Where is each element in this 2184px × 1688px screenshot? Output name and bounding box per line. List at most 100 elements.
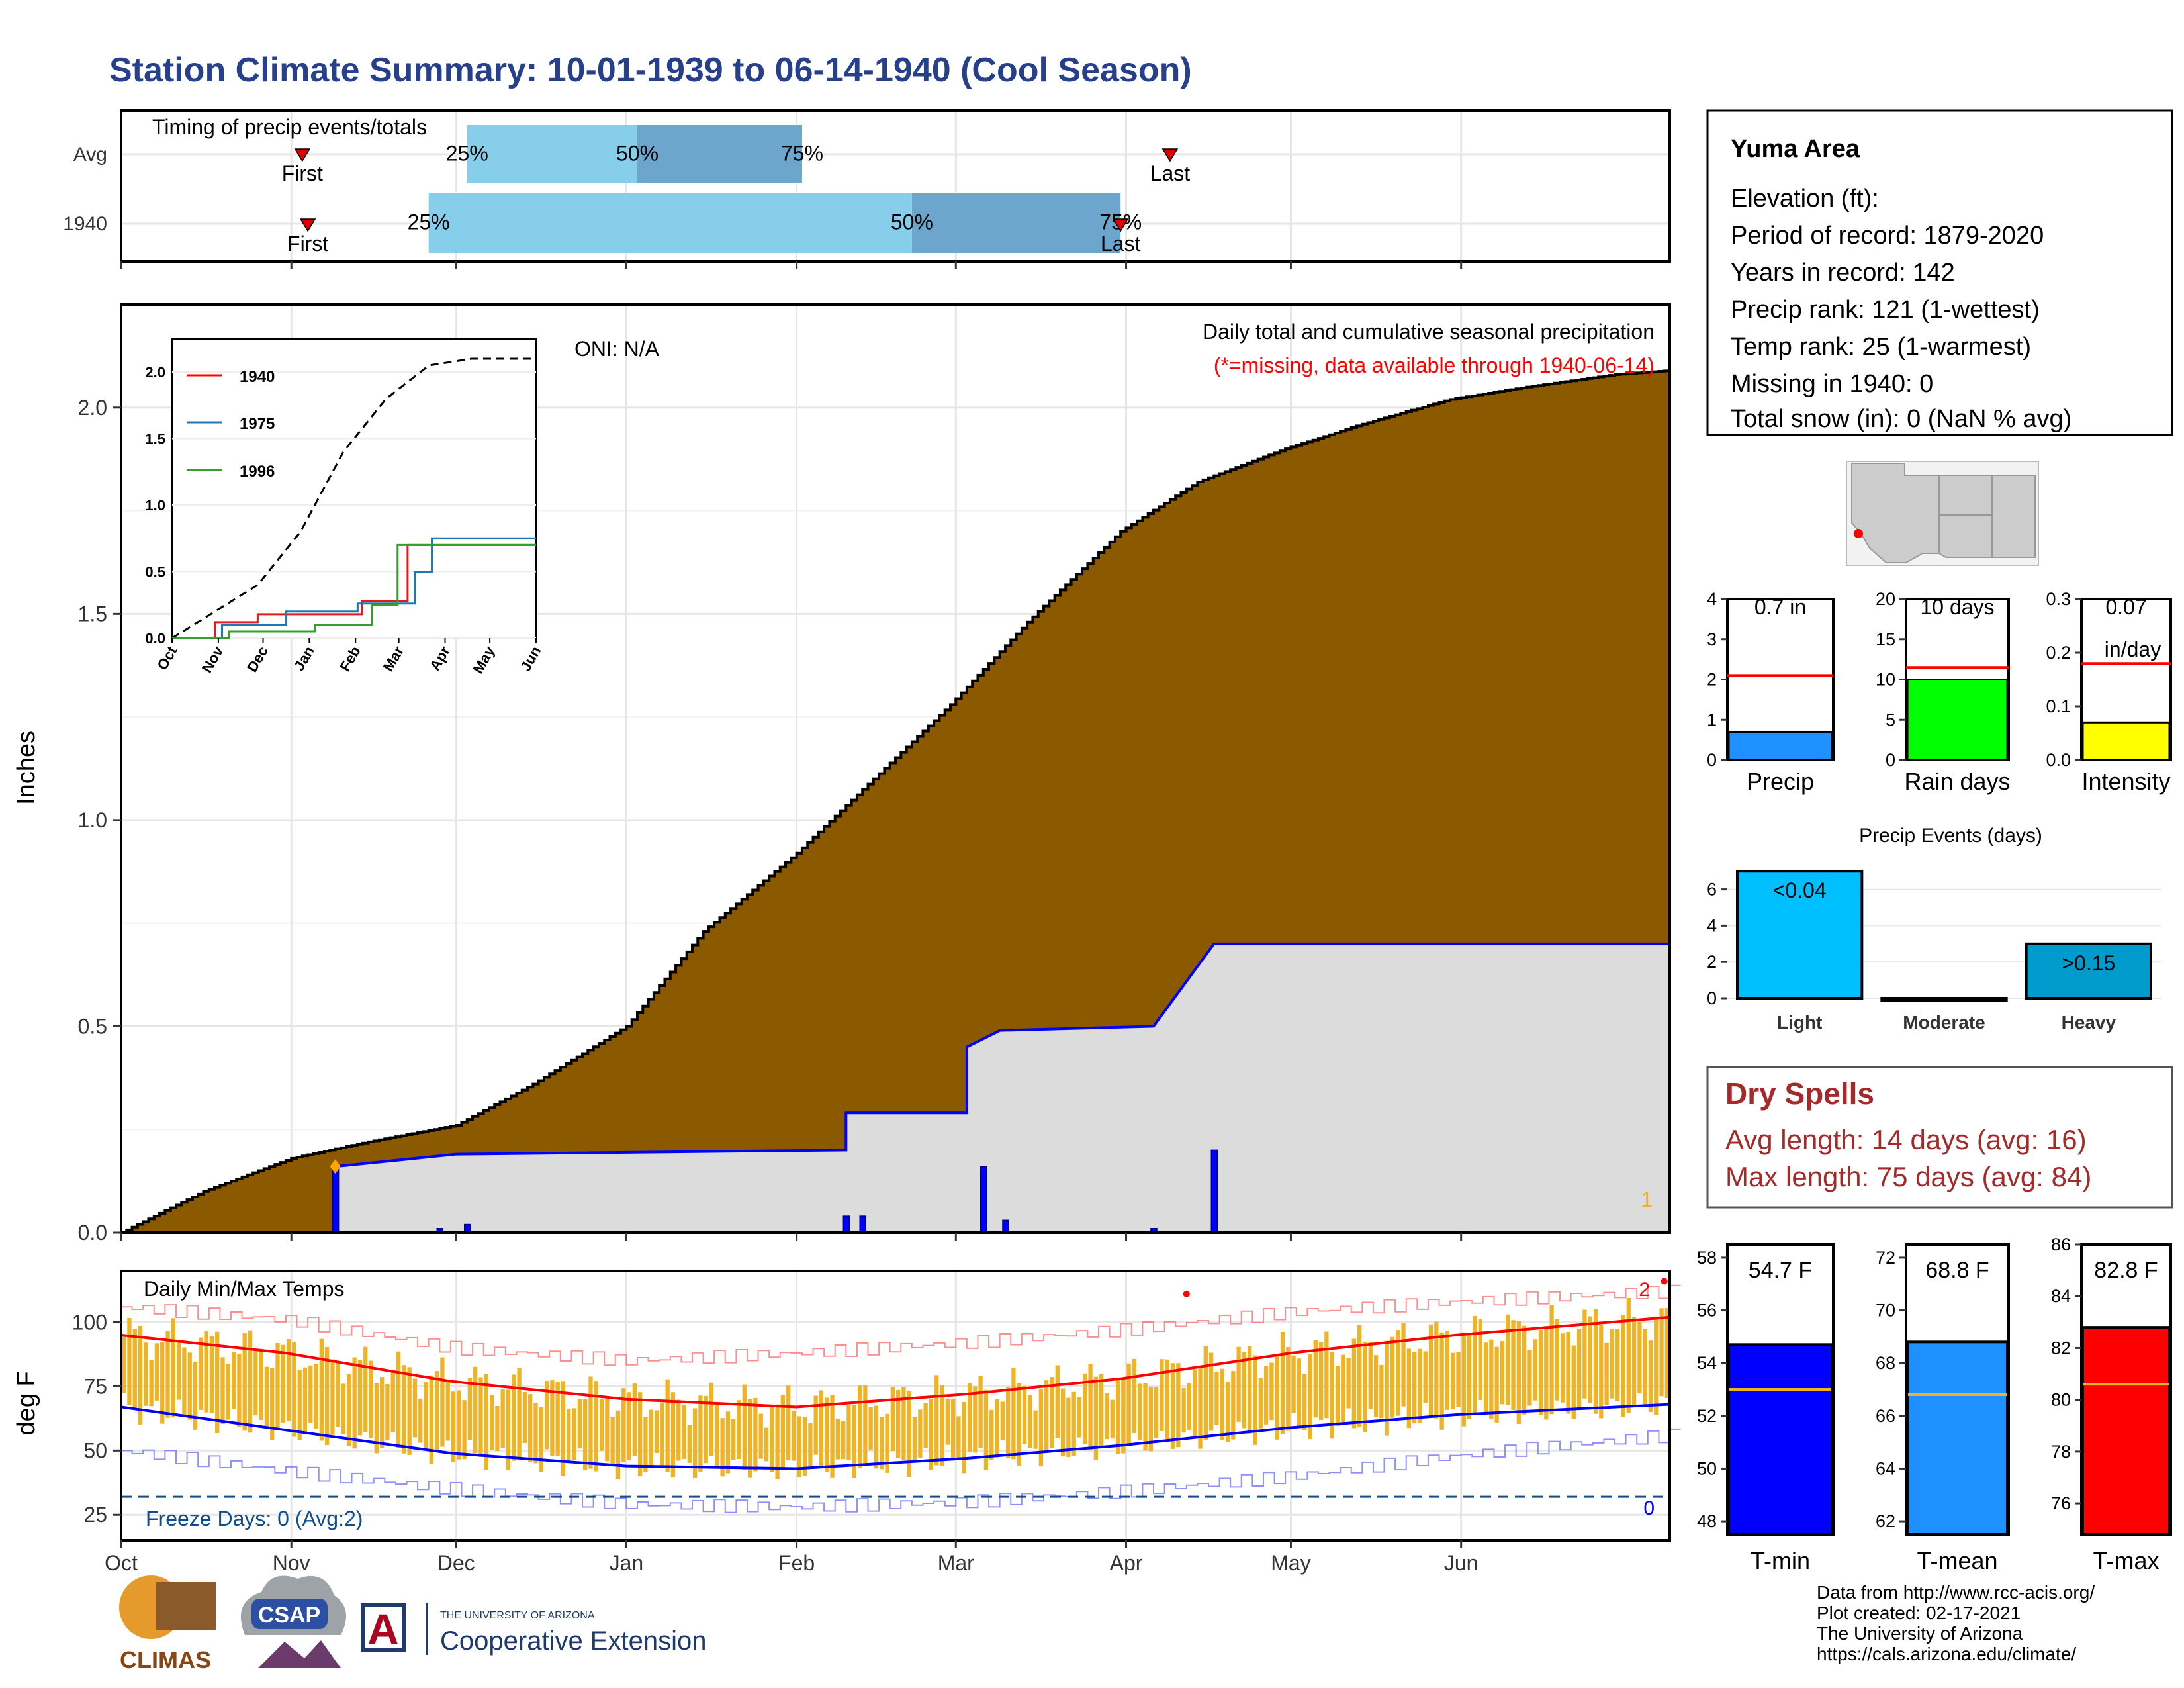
- daily-temp-bar: [1115, 1378, 1120, 1454]
- daily-temp-bar: [1148, 1387, 1153, 1452]
- daily-temp-bar: [1000, 1401, 1005, 1441]
- daily-precip-bar-3: [842, 1215, 850, 1233]
- month-label-Oct: Oct: [105, 1551, 138, 1575]
- daily-temp-bar: [264, 1366, 269, 1427]
- daily-temp-bar: [605, 1399, 610, 1462]
- daily-temp-bar: [1368, 1342, 1373, 1409]
- temp-summary-tick-label-T-mean-72: 72: [1876, 1248, 1895, 1268]
- events-category-Light: Light: [1777, 1012, 1822, 1033]
- daily-temp-bar: [1412, 1352, 1417, 1424]
- daily-temp-bar: [1253, 1355, 1257, 1445]
- daily-temp-bar: [775, 1404, 780, 1480]
- summary-tick-label-Precip-0: 0: [1707, 750, 1717, 770]
- timing-last-label-1940: Last: [1101, 232, 1141, 256]
- daily-temp-bar: [1335, 1366, 1340, 1427]
- daily-temp-bar: [1379, 1364, 1384, 1419]
- daily-temp-bar: [1154, 1387, 1159, 1438]
- summary-label-Intensity: Intensity: [2081, 768, 2170, 795]
- season-cumulative-area: [121, 943, 1670, 1233]
- daily-temp-bar: [451, 1391, 456, 1462]
- daily-temp-bar: [802, 1417, 807, 1476]
- daily-temp-bar: [209, 1336, 214, 1413]
- daily-temp-bar: [1220, 1368, 1224, 1440]
- daily-temp-bar: [1401, 1323, 1406, 1407]
- record-marker-1: [1661, 1278, 1668, 1285]
- temp-summary-bars: 48 50 52 54 56 58 54.7 F T-min 62 64 66 68 70 72 68.8 …: [1697, 1235, 2172, 1574]
- daily-temp-bar: [567, 1408, 571, 1462]
- summary-tick-label-Intensity-0.2: 0.2: [2046, 643, 2071, 663]
- daily-temp-bar: [1561, 1333, 1565, 1403]
- daily-temp-bar: [1664, 1308, 1669, 1399]
- daily-temp-bar: [347, 1374, 351, 1446]
- timing-p25-1940: 25%: [408, 211, 450, 234]
- temp-panel: 25 50 75 100 deg F Daily Min/Max Temps Free…: [13, 1270, 1681, 1575]
- daily-temp-bar: [1028, 1395, 1032, 1448]
- daily-temp-bar: [1297, 1358, 1302, 1428]
- daily-precip-bar-5: [980, 1166, 987, 1233]
- ua-logo-large: Cooperative Extension: [440, 1626, 706, 1656]
- daily-temp-bar: [407, 1367, 412, 1455]
- daily-temp-bar: [171, 1318, 175, 1418]
- inset-ytick-label-0.5: 0.5: [145, 564, 165, 581]
- timing-title: Timing of precip events/totals: [152, 115, 427, 139]
- daily-temp-bar: [1341, 1354, 1345, 1423]
- daily-temp-bar: [1522, 1325, 1527, 1415]
- summary-tick-label-Precip-2: 2: [1707, 670, 1717, 690]
- daily-temp-bar: [275, 1343, 280, 1430]
- daily-temp-bar: [577, 1399, 582, 1449]
- normal-max-line: [120, 1315, 1670, 1409]
- record-min-line: [121, 1428, 1681, 1513]
- precip-panel-title: Daily total and cumulative seasonal prec…: [1203, 320, 1655, 344]
- daily-temp-bar: [1593, 1309, 1598, 1414]
- timing-first-marker-Avg: [294, 148, 311, 162]
- dry-spells-title: Dry Spells: [1725, 1076, 1874, 1111]
- daily-precip-bar-6: [1002, 1219, 1009, 1233]
- climas-logo-block: [156, 1582, 216, 1630]
- daily-temp-bar: [1318, 1342, 1324, 1421]
- daily-temp-bar: [786, 1385, 791, 1461]
- daily-temp-bar: [808, 1422, 813, 1469]
- daily-temp-bar: [610, 1417, 615, 1466]
- timing-p25-Avg: 25%: [446, 142, 488, 165]
- timing-last-marker-Avg: [1161, 148, 1179, 162]
- corner-value: 1: [1641, 1188, 1653, 1211]
- footer-university: The University of Arizona: [1817, 1623, 2023, 1644]
- daily-temp-bar: [489, 1395, 494, 1450]
- daily-temp-bar: [457, 1390, 461, 1460]
- inset-frame: [171, 338, 537, 639]
- daily-temp-bar: [638, 1392, 643, 1477]
- station-line-period: Period of record: 1879-2020: [1731, 222, 2044, 250]
- daily-temp-bar: [1208, 1352, 1214, 1431]
- summary-tick-label-Rain days-15: 15: [1876, 630, 1895, 649]
- daily-temp-bar: [1093, 1376, 1099, 1460]
- precip-ytick-label-2.0: 2.0: [78, 396, 107, 420]
- daily-temp-bar: [199, 1337, 203, 1410]
- month-label-Nov: Nov: [273, 1551, 310, 1575]
- daily-temp-bar: [478, 1377, 483, 1457]
- precip-ytick-label-1.0: 1.0: [78, 808, 107, 832]
- daily-temp-bar: [1214, 1371, 1219, 1425]
- temp-summary-bar-T-min: [1727, 1343, 1833, 1536]
- daily-temp-bar: [1017, 1383, 1021, 1466]
- daily-temp-bar: [1286, 1347, 1291, 1431]
- events-bar-Light: [1736, 870, 1864, 1000]
- daily-temp-bar: [302, 1367, 308, 1434]
- daily-temp-bar: [385, 1384, 390, 1441]
- daily-temp-bar: [396, 1351, 401, 1448]
- inset-ytick-label-2.0: 2.0: [145, 364, 165, 381]
- daily-temp-bar: [528, 1394, 533, 1462]
- daily-temp-bar: [747, 1399, 752, 1478]
- daily-temp-bar: [467, 1378, 473, 1440]
- daily-temp-bar: [621, 1388, 626, 1463]
- daily-temp-bar: [555, 1382, 560, 1456]
- daily-temp-bar: [704, 1395, 708, 1464]
- daily-temp-bar: [259, 1351, 263, 1420]
- daily-temp-bar: [682, 1405, 686, 1459]
- month-label-Mar: Mar: [938, 1551, 974, 1575]
- month-label-Dec: Dec: [437, 1551, 475, 1575]
- daily-temp-bar: [193, 1362, 198, 1430]
- csap-logo: CSAP: [240, 1575, 346, 1668]
- daily-temp-bar: [297, 1370, 302, 1441]
- inset-ytick-label-0.0: 0.0: [145, 630, 165, 647]
- daily-temp-bar: [1604, 1342, 1609, 1405]
